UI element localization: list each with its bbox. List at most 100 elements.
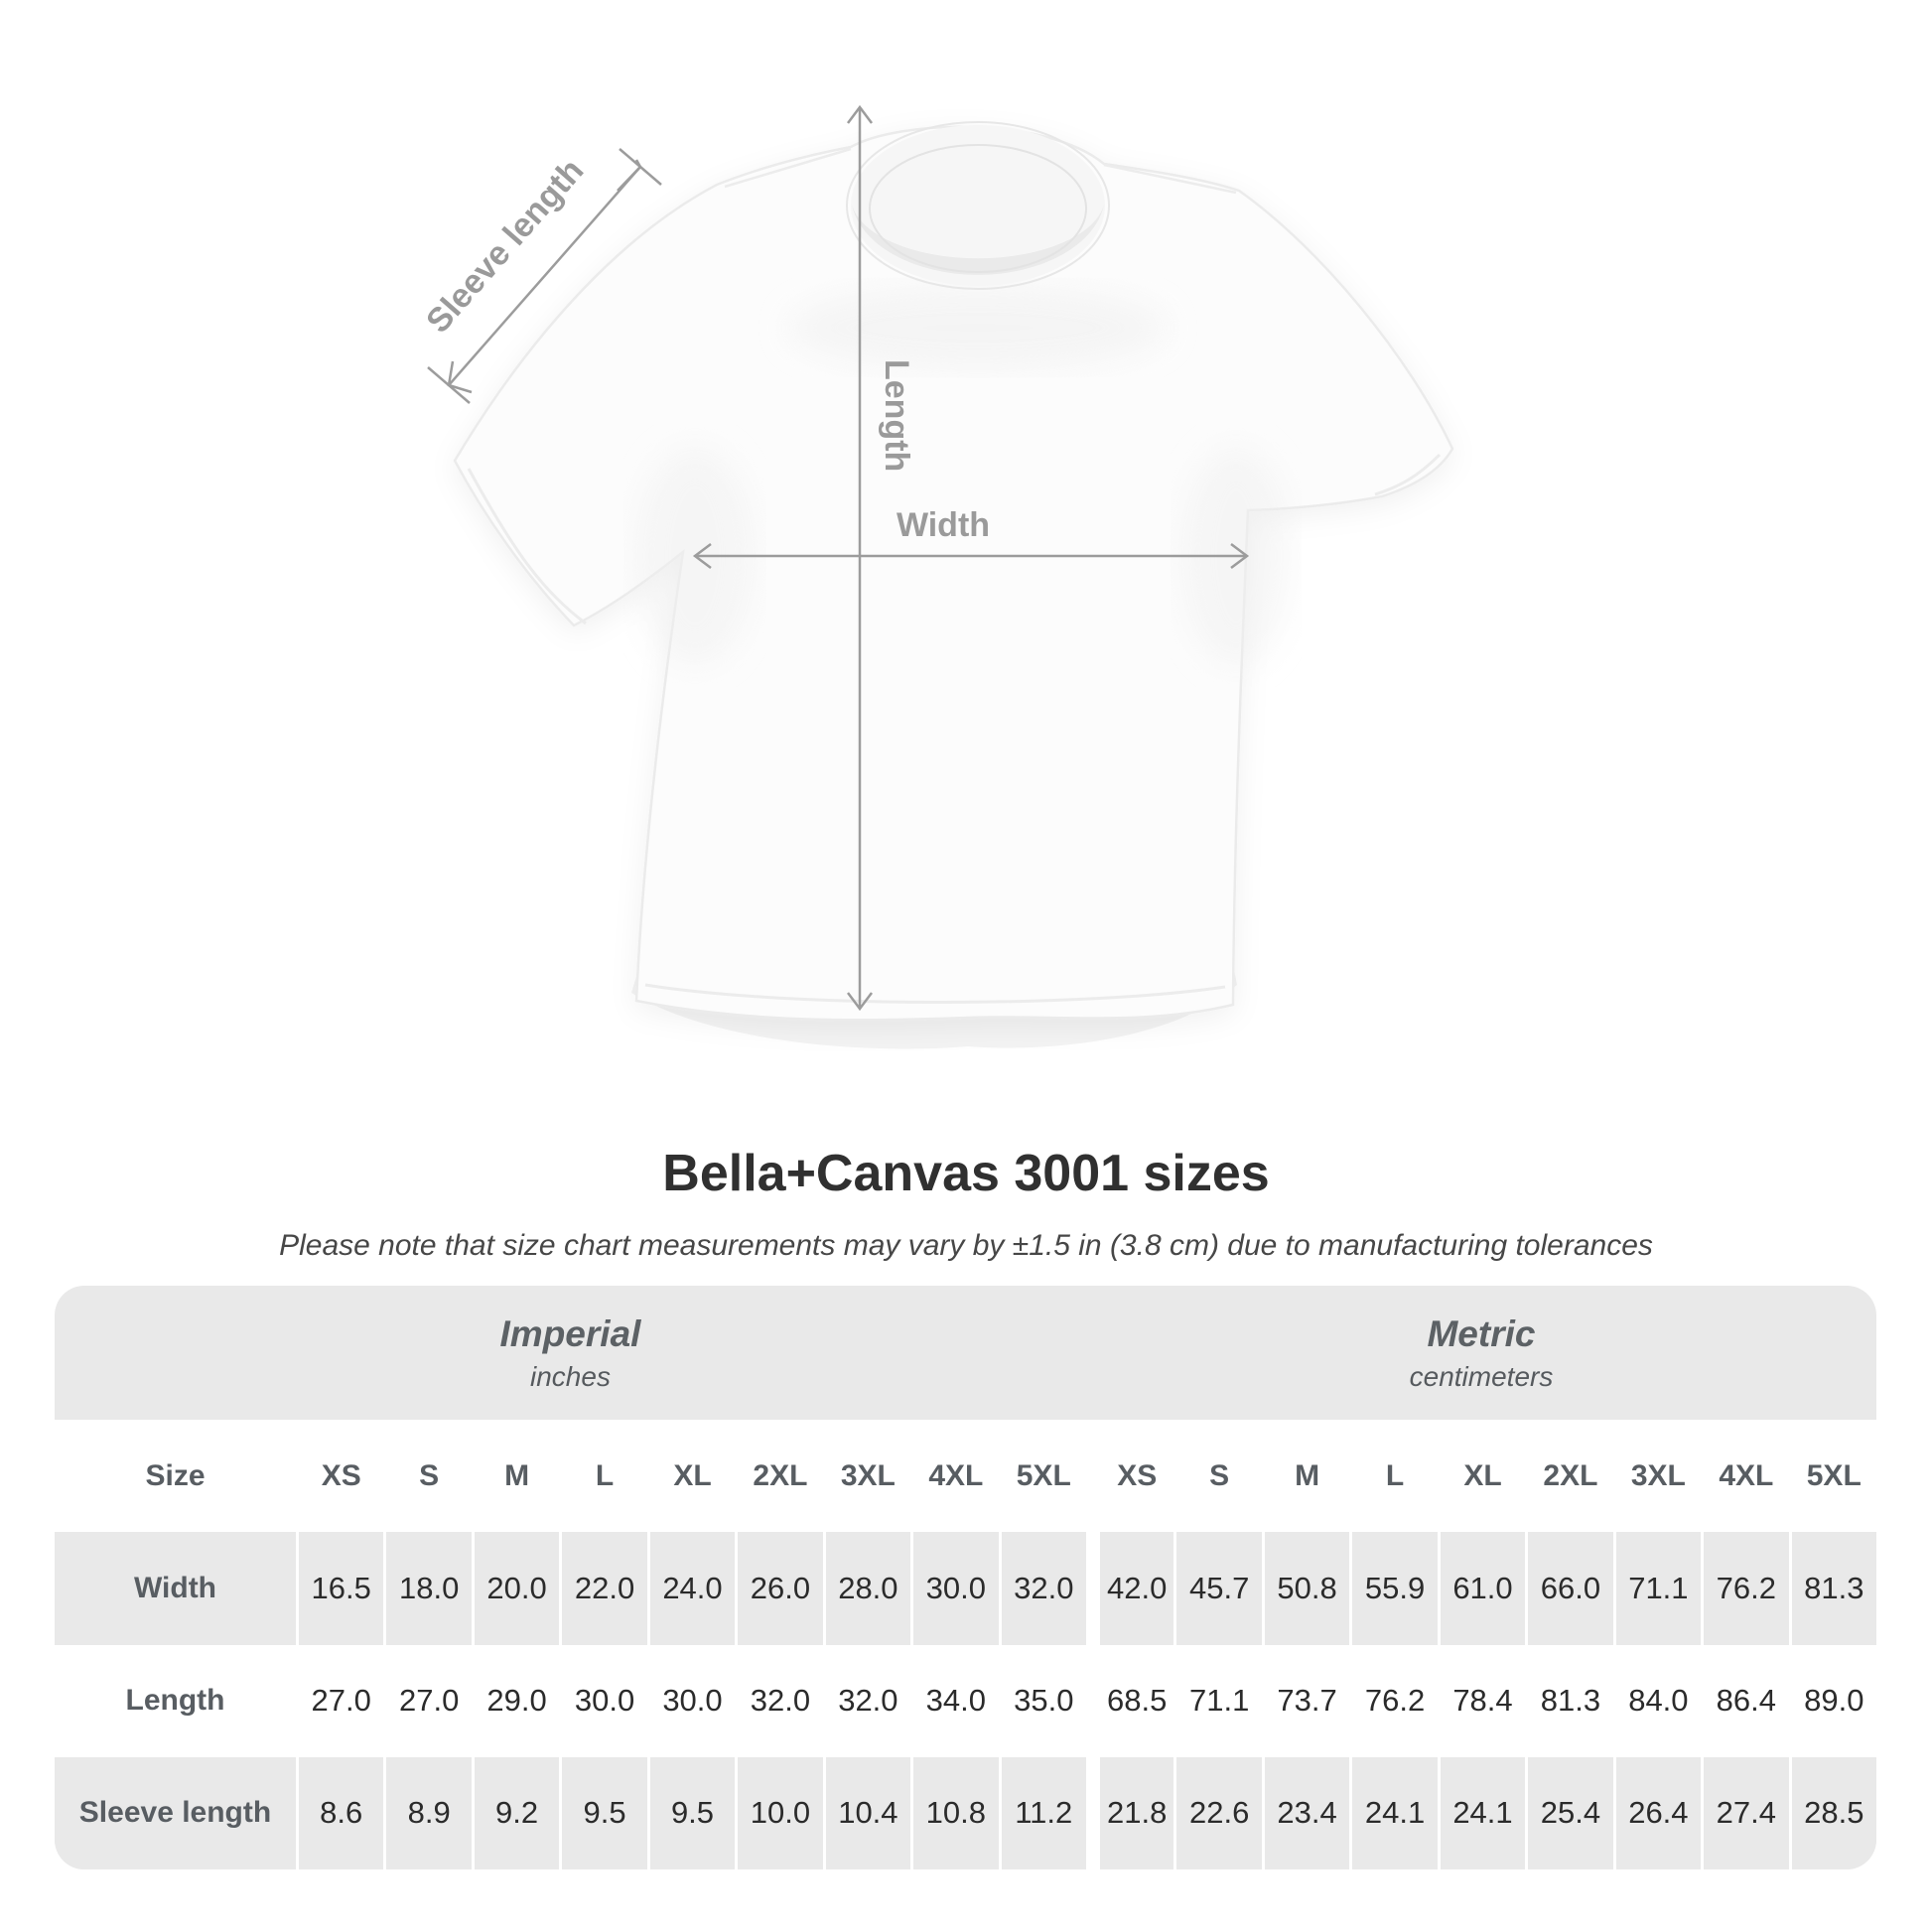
table-cell-text: 9.2: [495, 1795, 539, 1831]
table-cell: 32.0: [998, 1532, 1086, 1645]
table-cell: 71.1: [1173, 1644, 1262, 1757]
table-cell: 23.4: [1261, 1756, 1350, 1869]
table-cell: 30.0: [910, 1532, 999, 1645]
size-col-header: XS: [296, 1420, 384, 1533]
size-col-header: S: [383, 1420, 472, 1533]
table-cell-text: 34.0: [925, 1683, 986, 1719]
size-col-header: 4XL: [910, 1420, 999, 1533]
table-cell: 22.0: [559, 1532, 647, 1645]
table-cell-text: 89.0: [1804, 1683, 1864, 1719]
table-cell: 29.0: [471, 1644, 560, 1757]
table-cell-text: 66.0: [1540, 1570, 1601, 1605]
size-col-header-text: 4XL: [1719, 1458, 1774, 1492]
table-cell: 76.2: [1349, 1644, 1438, 1757]
table-cell-text: 81.3: [1540, 1683, 1601, 1719]
width-label: Width: [897, 506, 990, 544]
table-cell: 9.5: [559, 1756, 647, 1869]
size-col-header: 4XL: [1701, 1420, 1789, 1533]
table-cell: 28.0: [822, 1532, 911, 1645]
unit-sublabel: centimeters: [1409, 1360, 1554, 1392]
size-col-header-text: L: [1385, 1458, 1405, 1492]
table-cell-text: 10.0: [750, 1795, 811, 1831]
size-col-header-text: 5XL: [1806, 1458, 1862, 1492]
table-cell: 35.0: [998, 1644, 1086, 1757]
size-col-header-text: 5XL: [1016, 1458, 1071, 1492]
table-cell-text: 76.2: [1716, 1570, 1776, 1605]
table-cell-text: 22.0: [574, 1570, 635, 1605]
table-cell: 21.8: [1085, 1756, 1174, 1869]
table-cell: 8.6: [296, 1756, 384, 1869]
size-col-header: S: [1173, 1420, 1262, 1533]
table-cell: 30.0: [559, 1644, 647, 1757]
table-cell: 55.9: [1349, 1532, 1438, 1645]
table-cell-text: 78.4: [1452, 1683, 1513, 1719]
imperial-band: Imperial inches: [55, 1286, 1086, 1420]
table-cell-text: 28.0: [838, 1570, 898, 1605]
table-cell-text: 26.4: [1628, 1795, 1689, 1831]
size-col-header-text: XL: [673, 1458, 712, 1492]
table-cell: 24.0: [646, 1532, 736, 1645]
size-col-header: L: [559, 1420, 647, 1533]
table-cell-text: 9.5: [670, 1795, 715, 1831]
table-cell-text: 16.5: [311, 1570, 371, 1605]
table-cell: 27.4: [1701, 1756, 1789, 1869]
size-col-header-text: M: [504, 1458, 530, 1492]
table-cell: 78.4: [1437, 1644, 1526, 1757]
table-cell: 26.4: [1612, 1756, 1702, 1869]
size-col-header: XL: [1437, 1420, 1526, 1533]
table-cell: 68.5: [1085, 1644, 1174, 1757]
table-cell: 9.2: [471, 1756, 560, 1869]
table-cell: 24.1: [1349, 1756, 1438, 1869]
row-label-text: Width: [133, 1571, 217, 1604]
table-cell: 71.1: [1612, 1532, 1702, 1645]
table-cell-text: 30.0: [925, 1570, 986, 1605]
table-cell: 61.0: [1437, 1532, 1526, 1645]
table-cell-text: 68.5: [1107, 1683, 1168, 1719]
table-cell-text: 10.4: [838, 1795, 898, 1831]
table-cell-text: 76.2: [1364, 1683, 1426, 1719]
size-col-header: 3XL: [1612, 1420, 1702, 1533]
table-cell-text: 61.0: [1452, 1570, 1513, 1605]
table-cell: 73.7: [1261, 1644, 1350, 1757]
table-cell: 81.3: [1788, 1532, 1876, 1645]
size-col-header-text: XS: [321, 1458, 361, 1492]
table-cell: 84.0: [1612, 1644, 1702, 1757]
collar-inner-shadow: [852, 205, 1104, 275]
table-cell: 11.2: [998, 1756, 1086, 1869]
table-cell-text: 25.4: [1540, 1795, 1601, 1831]
size-header-cell-text: Size: [145, 1458, 206, 1492]
table-cell-text: 32.0: [1014, 1570, 1074, 1605]
table-cell-text: 30.0: [574, 1683, 635, 1719]
table-cell-text: 8.6: [320, 1795, 363, 1831]
size-col-header-text: XL: [1463, 1458, 1502, 1492]
table-cell-text: 81.3: [1804, 1570, 1864, 1605]
table-cell-text: 35.0: [1014, 1683, 1074, 1719]
table-cell-text: 55.9: [1364, 1570, 1426, 1605]
size-col-header: 5XL: [998, 1420, 1086, 1533]
table-cell-text: 24.1: [1364, 1795, 1426, 1831]
table-cell-text: 86.4: [1716, 1683, 1776, 1719]
table-cell: 16.5: [296, 1532, 384, 1645]
table-cell-text: 50.8: [1277, 1570, 1337, 1605]
table-cell: 30.0: [646, 1644, 736, 1757]
unit-title: Metric: [1427, 1312, 1536, 1354]
size-col-header-text: 3XL: [1630, 1458, 1686, 1492]
table-cell: 32.0: [735, 1644, 823, 1757]
table-cell-text: 26.0: [750, 1570, 811, 1605]
table-cell: 50.8: [1261, 1532, 1350, 1645]
table-cell-text: 9.5: [583, 1795, 626, 1831]
table-cell-text: 27.0: [398, 1683, 460, 1719]
table-cell: 42.0: [1085, 1532, 1174, 1645]
table-cell-text: 32.0: [838, 1683, 898, 1719]
table-cell-text: 20.0: [486, 1570, 547, 1605]
table-cell-text: 42.0: [1107, 1570, 1168, 1605]
unit-title: Imperial: [499, 1312, 641, 1354]
table-cell-text: 11.2: [1015, 1795, 1073, 1831]
size-col-header-text: 3XL: [840, 1458, 896, 1492]
table-cell: 27.0: [296, 1644, 384, 1757]
row-label-text: Sleeve length: [78, 1796, 272, 1830]
table-cell: 34.0: [910, 1644, 999, 1757]
size-col-header-text: L: [595, 1458, 615, 1492]
collar-hole: [851, 125, 1105, 286]
